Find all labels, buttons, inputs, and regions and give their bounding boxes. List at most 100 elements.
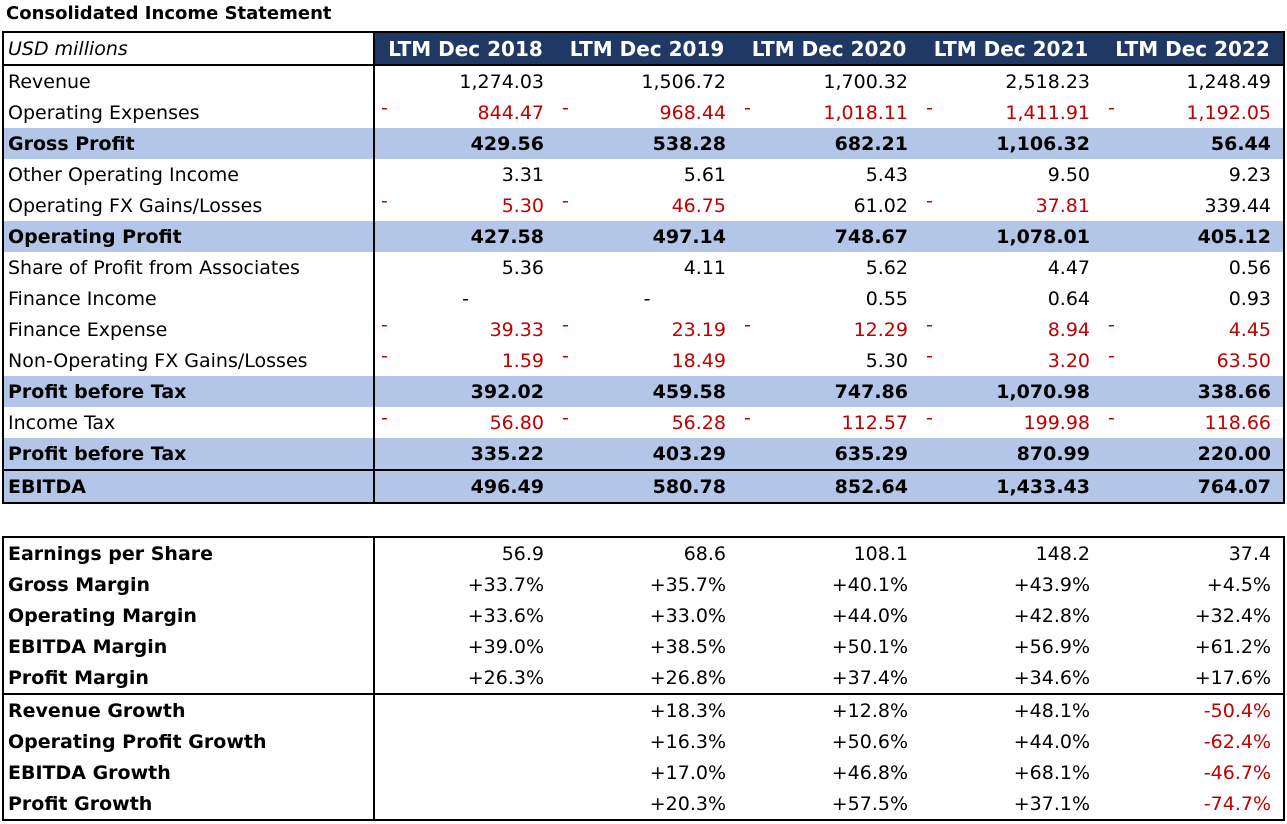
value-cell: 0.56 — [1102, 252, 1284, 283]
header-row: USD millions LTM Dec 2018 LTM Dec 2019 L… — [3, 32, 1284, 65]
cell-value: +37.4% — [831, 666, 908, 689]
cell-value: -62.4% — [1203, 730, 1271, 753]
cell-value: +44.0% — [1013, 730, 1090, 753]
row-label: Gross Profit — [3, 128, 375, 159]
negative-marker: - — [381, 314, 388, 336]
cell-value: +57.5% — [831, 792, 908, 815]
negative-marker: - — [562, 190, 569, 212]
value-cell: 538.28 — [556, 128, 738, 159]
value-cell: - — [374, 283, 556, 314]
value-cell: 3.31 — [374, 159, 556, 190]
negative-marker: - — [1108, 314, 1115, 336]
cell-value: 764.07 — [1197, 475, 1271, 498]
cell-value: +50.1% — [831, 635, 908, 658]
cell-value: 580.78 — [652, 475, 726, 498]
value-cell: 108.1 — [738, 537, 920, 569]
value-cell: - 46.75 — [556, 190, 738, 221]
negative-marker: - — [744, 97, 751, 119]
cell-value: 459.58 — [652, 380, 726, 403]
value-cell: 392.02 — [374, 376, 556, 407]
row-label: EBITDA — [3, 470, 375, 503]
value-cell: - 23.19 — [556, 314, 738, 345]
value-cell: +61.2% — [1102, 631, 1284, 662]
value-cell: -74.7% — [1102, 788, 1284, 820]
unit-label: USD millions — [3, 32, 375, 65]
cell-value: 2,518.23 — [1005, 70, 1090, 93]
value-cell: - 37.81 — [920, 190, 1102, 221]
value-cell: 1,078.01 — [920, 221, 1102, 252]
value-cell: +42.8% — [920, 600, 1102, 631]
cell-value: 392.02 — [470, 380, 544, 403]
cell-value: 5.36 — [501, 256, 544, 279]
value-cell: - 1,411.91 — [920, 97, 1102, 128]
value-cell: - 118.66 — [1102, 407, 1284, 438]
cell-value: 148.2 — [1035, 542, 1090, 565]
cell-value: 0.64 — [1047, 287, 1090, 310]
value-cell: 0.55 — [738, 283, 920, 314]
cell-value: +17.6% — [1194, 666, 1271, 689]
value-cell: 338.66 — [1102, 376, 1284, 407]
statement-row: Other Operating Income 3.31 5.61 5.43 9.50 9.… — [3, 159, 1284, 190]
value-cell: - 844.47 — [374, 97, 556, 128]
cell-value: +4.5% — [1206, 573, 1271, 596]
value-cell: +68.1% — [920, 757, 1102, 788]
cell-value: +39.0% — [467, 635, 544, 658]
cell-value: 1,700.32 — [823, 70, 908, 93]
cell-value: 403.29 — [652, 442, 726, 465]
value-cell: +48.1% — [920, 693, 1102, 726]
statement-row: Gross Profit 429.56 538.28 682.21 1,106.32 56… — [3, 128, 1284, 159]
cell-value: 4.45 — [1228, 318, 1271, 341]
cell-value: 429.56 — [470, 132, 544, 155]
value-cell: - — [556, 283, 738, 314]
ratio-row: Gross Margin +33.7% +35.7% +40.1% +43.9% +4.5… — [3, 569, 1284, 600]
value-cell: - 199.98 — [920, 407, 1102, 438]
cell-value: +38.5% — [649, 635, 726, 658]
row-label: Finance Expense — [3, 314, 375, 345]
cell-value: 23.19 — [671, 318, 726, 341]
cell-value: - — [462, 287, 469, 310]
cell-value: +43.9% — [1013, 573, 1090, 596]
value-cell: 56.9 — [374, 537, 556, 569]
value-cell: +26.3% — [374, 662, 556, 694]
value-cell: +35.7% — [556, 569, 738, 600]
value-cell: +34.6% — [920, 662, 1102, 694]
cell-value: +20.3% — [649, 792, 726, 815]
value-cell: - 56.28 — [556, 407, 738, 438]
statement-row: Profit before Tax 335.22 403.29 635.29 870.9… — [3, 438, 1284, 470]
year-header: LTM Dec 2018 — [374, 32, 556, 65]
value-cell: +50.6% — [738, 726, 920, 757]
cell-value: 968.44 — [659, 101, 726, 124]
value-cell: +16.3% — [556, 726, 738, 757]
negative-marker: - — [562, 97, 569, 119]
cell-value: 1,433.43 — [996, 475, 1090, 498]
value-cell: 635.29 — [738, 438, 920, 470]
value-cell: 68.6 — [556, 537, 738, 569]
value-cell: +18.3% — [556, 693, 738, 726]
statement-row: Operating Profit 427.58 497.14 748.67 1,078.… — [3, 221, 1284, 252]
negative-marker: - — [381, 190, 388, 212]
cell-value: 496.49 — [470, 475, 544, 498]
value-cell: +38.5% — [556, 631, 738, 662]
cell-value: 56.80 — [489, 411, 544, 434]
negative-marker: - — [381, 407, 388, 429]
negative-marker: - — [926, 407, 933, 429]
cell-value: 1,411.91 — [1005, 101, 1090, 124]
statement-body: Revenue 1,274.03 1,506.72 1,700.32 2,518.23 1… — [3, 65, 1284, 503]
value-cell: 220.00 — [1102, 438, 1284, 470]
value-cell: 1,433.43 — [920, 470, 1102, 503]
statement-title: Consolidated Income Statement — [6, 3, 332, 24]
value-cell: 1,106.32 — [920, 128, 1102, 159]
ratios-body: Earnings per Share 56.9 68.6 108.1 148.2 37.4… — [3, 537, 1284, 820]
cell-value: +34.6% — [1013, 666, 1090, 689]
cell-value: -74.7% — [1203, 792, 1271, 815]
cell-value: 0.93 — [1228, 287, 1271, 310]
statement-row: Non-Operating FX Gains/Losses -1.59-18.49… — [3, 345, 1284, 376]
value-cell: 1,070.98 — [920, 376, 1102, 407]
cell-value: +42.8% — [1013, 604, 1090, 627]
value-cell: - 18.49 — [556, 345, 738, 376]
statement-row: Finance Income - - 0.55 0.64 0.93 — [3, 283, 1284, 314]
row-label: Operating Margin — [3, 600, 375, 631]
value-cell: 405.12 — [1102, 221, 1284, 252]
cell-value: - — [643, 287, 651, 310]
year-header: LTM Dec 2022 — [1102, 32, 1284, 65]
